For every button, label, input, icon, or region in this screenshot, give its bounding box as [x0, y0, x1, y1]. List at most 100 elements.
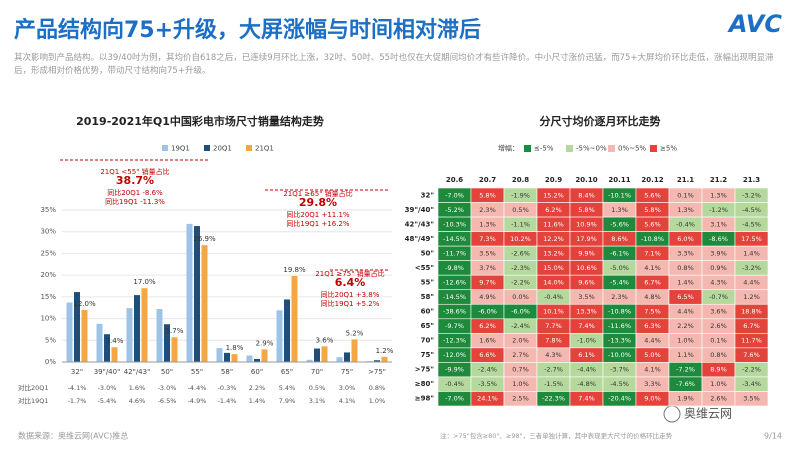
annotation-text: 同比19Q1 +5.2% [321, 299, 380, 308]
cell-label: -22.3% [542, 395, 565, 403]
comparison-value: -3.0% [98, 384, 117, 392]
cell-label: -2.3% [511, 264, 530, 272]
cell-label: 0.8% [710, 351, 727, 359]
comparison-value: 0.5% [309, 384, 326, 392]
annotation-value: 29.8% [299, 196, 337, 209]
comparison-value: 2.2% [249, 384, 266, 392]
cell-label: 1.3% [710, 191, 727, 199]
column-header: 21.1 [677, 176, 694, 184]
bar [194, 226, 200, 362]
cell-label: -10.1% [608, 191, 631, 199]
bar [381, 356, 388, 362]
cell-label: -5.4% [610, 278, 629, 286]
bar [81, 309, 88, 362]
bar [374, 360, 380, 362]
cell-label: -0.4% [676, 220, 695, 228]
comparison-value: -4.1% [68, 384, 87, 392]
bar [66, 302, 73, 362]
cell-label: 1.0% [677, 337, 694, 345]
comparison-value: -6.5% [158, 397, 177, 405]
cell-label: -0.4% [445, 380, 464, 388]
cell-label: 7.4% [578, 322, 595, 330]
cell-label: 5.6% [644, 191, 661, 199]
cell-label: -7.0% [445, 395, 464, 403]
bar [261, 349, 268, 362]
bar [171, 337, 178, 362]
cell-label: -1.1% [511, 220, 530, 228]
y-tick-label: 5% [45, 336, 56, 344]
column-header: 20.10 [575, 176, 597, 184]
cell-label: 14.0% [543, 278, 564, 286]
row-header: <55" [415, 264, 434, 272]
cell-label: 9.0% [644, 395, 661, 403]
cell-label: -2.4% [511, 322, 530, 330]
cell-label: 3.9% [710, 249, 727, 257]
row-header: 42"/43" [405, 220, 434, 228]
cell-label: 7.8% [545, 337, 562, 345]
column-header: 20.7 [479, 176, 496, 184]
cell-label: -5.6% [610, 220, 629, 228]
bar [344, 352, 350, 362]
comparison-value: 0.8% [369, 384, 386, 392]
cell-label: 3.3% [677, 249, 694, 257]
row-header: ≥80" [415, 380, 434, 388]
brand: 奥维云网 [684, 407, 732, 421]
x-tick-label: 42"/43" [124, 368, 151, 376]
logo: AVC [728, 10, 782, 38]
cell-label: 2.3% [479, 206, 496, 214]
cell-label: -2.6% [511, 249, 530, 257]
legend-label: 19Q1 [171, 145, 190, 153]
cell-label: 6.5% [677, 293, 694, 301]
legend-label: 20Q1 [213, 145, 232, 153]
legend-label: ≥5% [660, 145, 677, 153]
cell-label: 3.1% [710, 220, 727, 228]
cell-label: -7.0% [445, 191, 464, 199]
cell-label: 17.5% [741, 235, 762, 243]
cell-label: -8.6% [709, 235, 728, 243]
cell-label: -4.5% [742, 206, 761, 214]
column-header: 20.12 [641, 176, 663, 184]
cell-label: 10.1% [543, 308, 564, 316]
cell-label: -12.3% [443, 337, 466, 345]
cell-label: -20.4% [608, 395, 631, 403]
bar [104, 334, 110, 362]
annotation-text: 21Q1 ≥75" 销量占比 [315, 269, 384, 278]
cell-label: -1.9% [511, 191, 530, 199]
cell-label: -2.4% [478, 366, 497, 374]
cell-label: 18.8% [741, 308, 762, 316]
source: 数据来源：奥维云网(AVC)推总 [18, 431, 128, 441]
annotation-text: 21Q1 ≥65" 销量占比 [283, 189, 352, 198]
cell-label: 2.5% [512, 395, 529, 403]
cell-label: 24.1% [477, 395, 498, 403]
cell-label: -5.2% [445, 206, 464, 214]
legend-swatch [650, 145, 657, 152]
cell-label: 6.0% [677, 235, 694, 243]
cell-label: -0.7% [709, 293, 728, 301]
cell-label: 6.2% [479, 322, 496, 330]
cell-label: 4.8% [644, 293, 661, 301]
x-tick-label: >75" [368, 368, 386, 376]
annotation-value: 38.7% [116, 174, 154, 187]
slide-title: 产品结构向75+升级，大屏涨幅与时间相对滞后 [14, 18, 482, 43]
bar [246, 355, 253, 362]
cell-label: 1.3% [677, 206, 694, 214]
legend-label: -5%~0% [576, 145, 607, 153]
column-header: 21.2 [710, 176, 727, 184]
bar [314, 348, 320, 362]
data-label: 3.4% [106, 337, 124, 345]
cell-label: 4.4% [644, 337, 661, 345]
cell-label: -3.5% [478, 380, 497, 388]
cell-label: 1.0% [512, 380, 529, 388]
bar [96, 323, 103, 362]
x-tick-label: 65" [281, 368, 293, 376]
comparison-value: -1.7% [68, 397, 87, 405]
cell-label: -1.5% [544, 380, 563, 388]
y-tick-label: 15% [40, 293, 56, 301]
bar [231, 354, 238, 362]
cell-label: 4.1% [644, 264, 661, 272]
cell-label: 2.0% [512, 337, 529, 345]
cell-label: 0.1% [710, 337, 727, 345]
cell-label: 4.9% [479, 293, 496, 301]
cell-label: 15.0% [543, 264, 564, 272]
